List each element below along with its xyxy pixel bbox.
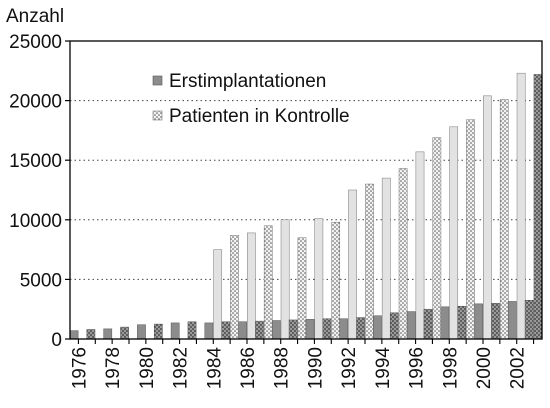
bar-erstimplantationen-1983 — [187, 321, 197, 340]
bar-erstimplantationen-1991 — [322, 318, 332, 340]
bar-patienten-in-kontrolle-1992 — [348, 189, 357, 340]
y-tick-label: 20000 — [9, 92, 62, 113]
x-tick-label: 1994 — [373, 347, 394, 390]
x-tick-label: 1986 — [238, 347, 259, 389]
bar-erstimplantationen-1992 — [339, 318, 349, 340]
y-tick-label: 5000 — [20, 270, 62, 291]
bar-patienten-in-kontrolle-1987 — [263, 225, 273, 340]
bar-patienten-in-kontrolle-1984 — [213, 249, 223, 340]
bar-erstimplantationen-1988 — [271, 320, 281, 340]
x-tick-label: 1984 — [204, 347, 225, 390]
bar-patienten-in-kontrolle-1995 — [398, 168, 408, 340]
bar-patienten-in-kontrolle-1999 — [466, 119, 475, 340]
bar-patienten-in-kontrolle-1990 — [314, 218, 324, 340]
x-tick-label: 2000 — [474, 347, 495, 389]
legend: Erstimplantationen Patienten in Kontroll… — [152, 71, 350, 127]
x-tick-label: 1990 — [305, 347, 326, 389]
bar-patienten-in-kontrolle-1993 — [365, 183, 374, 340]
y-axis: 0 5000 10000 15000 20000 25000 — [9, 32, 70, 351]
bar-erstimplantationen-1981 — [153, 323, 163, 340]
bar-erstimplantationen-1984 — [204, 322, 214, 340]
x-tick-label: 1976 — [69, 347, 90, 389]
bar-erstimplantationen-1987 — [255, 320, 264, 340]
bar-patienten-in-kontrolle-2002 — [516, 72, 526, 340]
bar-erstimplantationen-1995 — [389, 312, 399, 340]
bar-erstimplantationen-2003 — [524, 300, 534, 340]
bar-erstimplantationen-1989 — [288, 319, 298, 340]
x-tick-label: 1996 — [407, 347, 428, 389]
bar-patienten-in-kontrolle-2000 — [483, 95, 492, 340]
legend-label-erstimplantationen: Erstimplantationen — [169, 71, 326, 92]
bar-patienten-in-kontrolle-1988 — [280, 219, 290, 340]
y-tick-label: 15000 — [9, 151, 62, 172]
bar-patienten-in-kontrolle-1994 — [381, 177, 391, 340]
legend-swatch-patienten-in-kontrolle — [152, 110, 163, 121]
bar-patienten-in-kontrolle-2003 — [533, 74, 543, 340]
bar-erstimplantationen-1996 — [406, 311, 416, 340]
bar-patienten-in-kontrolle-2001 — [499, 99, 509, 340]
x-tick-label: 1980 — [137, 347, 158, 389]
x-tick-label: 1988 — [272, 347, 293, 389]
bar-erstimplantationen-1993 — [356, 317, 365, 340]
legend-swatch-erstimplantationen — [152, 75, 163, 86]
legend-label-patienten-in-kontrolle: Patienten in Kontrolle — [169, 106, 350, 127]
bar-erstimplantationen-1994 — [373, 315, 382, 340]
bar-patienten-in-kontrolle-1985 — [230, 235, 239, 340]
bar-patienten-in-kontrolle-1997 — [432, 137, 442, 340]
bar-erstimplantationen-1986 — [238, 321, 247, 340]
x-tick-label: 1978 — [103, 347, 124, 389]
bar-erstimplantationen-2002 — [507, 301, 517, 340]
bar-erstimplantationen-2000 — [474, 303, 483, 340]
bar-patienten-in-kontrolle-1991 — [331, 221, 341, 340]
x-tick-label: 1998 — [440, 347, 461, 389]
bar-erstimplantationen-1977 — [86, 329, 96, 340]
bars — [69, 72, 543, 340]
bar-patienten-in-kontrolle-1998 — [449, 126, 459, 340]
x-tick-label: 1992 — [339, 347, 360, 389]
bar-erstimplantationen-1976 — [69, 330, 79, 340]
bar-patienten-in-kontrolle-1996 — [415, 151, 425, 340]
bar-erstimplantationen-1982 — [170, 322, 180, 340]
plot-frame — [69, 40, 543, 340]
bar-erstimplantationen-1999 — [457, 305, 467, 340]
bar-erstimplantationen-1985 — [221, 321, 231, 340]
x-tick-label: 2002 — [508, 347, 529, 389]
bar-erstimplantationen-1997 — [423, 308, 433, 340]
bar-erstimplantationen-2001 — [491, 302, 500, 340]
bar-erstimplantationen-1979 — [120, 326, 129, 340]
bar-erstimplantationen-1980 — [137, 324, 146, 340]
bar-erstimplantationen-1998 — [440, 306, 450, 340]
bar-patienten-in-kontrolle-1986 — [247, 232, 256, 340]
bar-erstimplantationen-1990 — [305, 319, 315, 340]
y-tick-label: 25000 — [9, 32, 62, 53]
x-axis: 1976 1978 1980 1982 1984 1986 1988 1990 1992 1994… — [69, 339, 535, 390]
y-tick-label: 0 — [51, 330, 62, 351]
x-tick-label: 1982 — [171, 347, 192, 389]
y-tick-label: 10000 — [9, 211, 62, 232]
y-axis-title: Anzahl — [6, 6, 64, 27]
bar-patienten-in-kontrolle-1989 — [297, 237, 307, 340]
bar-erstimplantationen-1978 — [103, 328, 113, 340]
